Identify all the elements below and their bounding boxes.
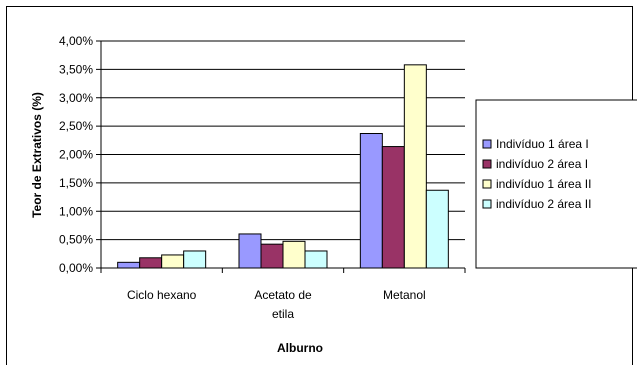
- legend-label: indivíduo 2 área I: [496, 157, 588, 171]
- bars: [117, 64, 449, 269]
- y-tick-label: 2,00%: [59, 148, 93, 162]
- bar: [183, 250, 207, 269]
- y-tick-label: 2,50%: [59, 119, 93, 133]
- legend-box: [475, 99, 637, 269]
- legend-swatch: [482, 199, 492, 209]
- bar: [238, 233, 262, 269]
- y-tick-label: 1,50%: [59, 176, 93, 190]
- bar: [161, 254, 185, 269]
- bar: [260, 243, 284, 269]
- legend-swatch: [482, 179, 492, 189]
- legend: Indivíduo 1 área I indivíduo 2 área I indi…: [475, 99, 637, 269]
- y-ticks: 0,00% 0,50% 1,00% 1,50% 2,00% 2,50% 3,00% 3,50%…: [59, 34, 101, 275]
- legend-label: Indivíduo 1 área I: [496, 137, 589, 151]
- x-tick-label: Metanol: [383, 288, 426, 302]
- bar: [304, 250, 328, 269]
- y-tick-label: 1,00%: [59, 204, 93, 218]
- y-tick-label: 4,00%: [59, 34, 93, 48]
- bar: [282, 240, 306, 269]
- x-ticks: Ciclo hexano Acetato de etila Metanol: [100, 268, 466, 321]
- x-tick-label: Acetato de etila: [254, 288, 312, 321]
- y-tick-label: 0,00%: [59, 261, 93, 275]
- legend-label: indivíduo 1 área II: [496, 177, 591, 191]
- bar: [359, 133, 383, 269]
- bar: [117, 261, 141, 269]
- bar: [381, 146, 405, 269]
- y-tick-label: 3,50%: [59, 62, 93, 76]
- y-tick-label: 0,50%: [59, 233, 93, 247]
- legend-label: indivíduo 2 área II: [496, 197, 591, 211]
- legend-swatch: [482, 159, 492, 169]
- x-axis-title: Alburno: [277, 341, 323, 355]
- y-axis-title: Teor de Extrativos (%): [30, 92, 44, 218]
- bar: [139, 257, 163, 269]
- bar: [425, 189, 449, 269]
- y-tick-label: 3,00%: [59, 91, 93, 105]
- legend-swatch: [482, 139, 492, 149]
- x-tick-label: Ciclo hexano: [127, 288, 197, 302]
- bar: [403, 64, 427, 269]
